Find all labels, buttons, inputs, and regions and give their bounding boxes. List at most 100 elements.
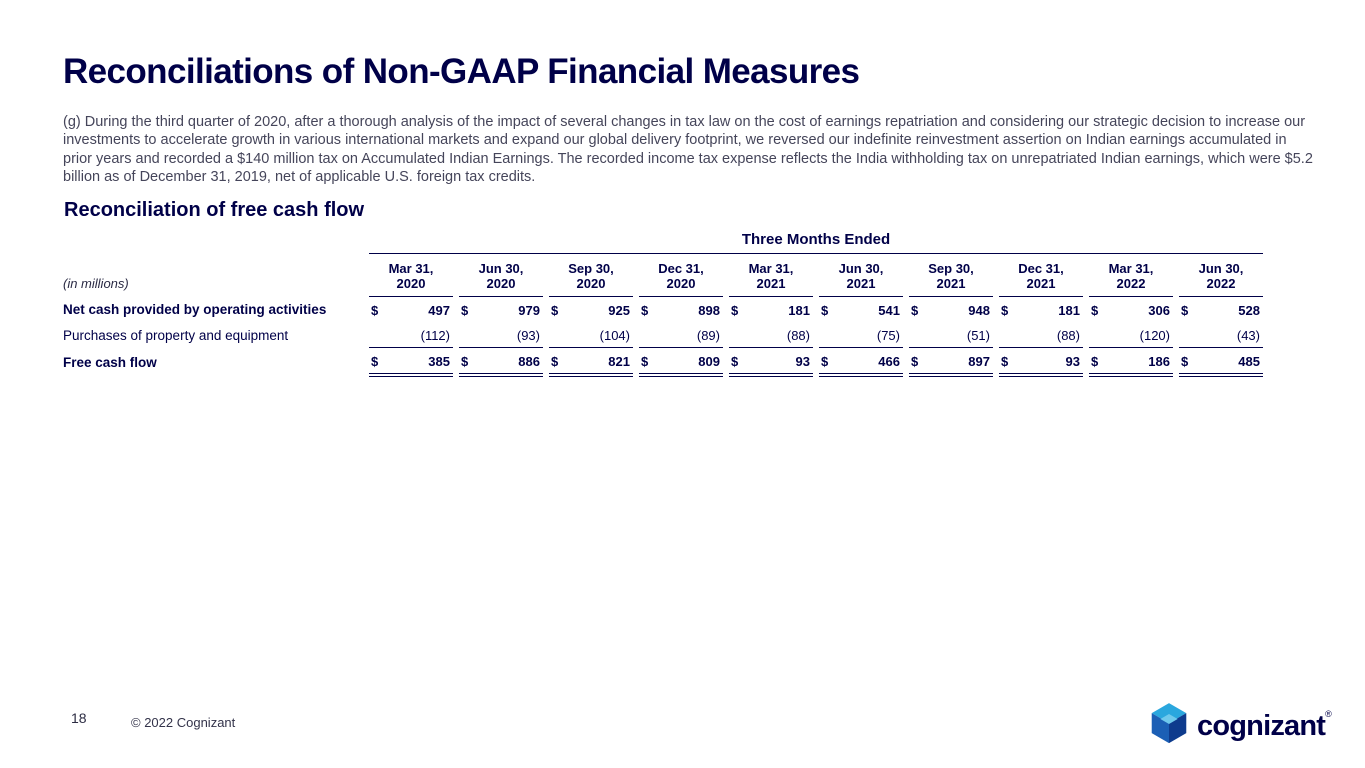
column-header-1: Jun 30, 2020 <box>459 254 543 297</box>
column-header-2: Sep 30, 2020 <box>549 254 633 297</box>
value: (120) <box>1139 328 1170 343</box>
value: 528 <box>1238 303 1260 318</box>
cognizant-logo-icon <box>1149 702 1189 751</box>
value-cell: $306 <box>1089 297 1173 322</box>
value: 925 <box>608 303 630 318</box>
column-header-9: Jun 30, 2022 <box>1179 254 1263 297</box>
table-corner-spacer <box>63 231 363 254</box>
value: 385 <box>428 354 450 369</box>
value-cell: $979 <box>459 297 543 322</box>
value: (89) <box>696 328 720 343</box>
currency-symbol: $ <box>1001 303 1009 318</box>
value: 897 <box>968 354 990 369</box>
value: (88) <box>786 328 810 343</box>
table-row-1: Purchases of property and equipment (112)… <box>63 322 1263 348</box>
value-cell: $528 <box>1179 297 1263 322</box>
column-header-0: Mar 31, 2020 <box>369 254 453 297</box>
value-cell: (88) <box>999 322 1083 348</box>
value-cell: (51) <box>909 322 993 348</box>
table-row-2: Free cash flow $385 $886 $821 $809 $93 $466 $89… <box>63 348 1263 377</box>
section-title: Reconciliation of free cash flow <box>64 199 365 221</box>
currency-symbol: $ <box>821 303 829 318</box>
value-cell: $186 <box>1089 348 1173 377</box>
value-cell: $898 <box>639 297 723 322</box>
value-cell: $497 <box>369 297 453 322</box>
value-cell: $385 <box>369 348 453 377</box>
column-header-8: Mar 31, 2022 <box>1089 254 1173 297</box>
value-cell: $809 <box>639 348 723 377</box>
column-header-7: Dec 31, 2021 <box>999 254 1083 297</box>
currency-symbol: $ <box>821 354 829 369</box>
column-header-5: Jun 30, 2021 <box>819 254 903 297</box>
value: (88) <box>1056 328 1080 343</box>
value: 898 <box>698 303 720 318</box>
value-cell: $948 <box>909 297 993 322</box>
value-cell: $821 <box>549 348 633 377</box>
value: (112) <box>420 328 450 343</box>
table-column-header-row: (in millions) Mar 31, 2020 Jun 30, 2020 Sep… <box>63 254 1263 297</box>
page-title: Reconciliations of Non-GAAP Financial Me… <box>63 52 860 91</box>
currency-symbol: $ <box>1091 354 1099 369</box>
value-cell: $93 <box>999 348 1083 377</box>
value: 181 <box>1058 303 1080 318</box>
copyright-text: © 2022 Cognizant <box>131 715 236 730</box>
table-row-0: Net cash provided by operating activitie… <box>63 297 1263 322</box>
value: (93) <box>516 328 540 343</box>
page-number: 18 <box>71 710 87 726</box>
value: 306 <box>1148 303 1170 318</box>
currency-symbol: $ <box>731 354 739 369</box>
value-cell: $485 <box>1179 348 1263 377</box>
currency-symbol: $ <box>371 303 379 318</box>
value: 466 <box>878 354 900 369</box>
column-header-3: Dec 31, 2020 <box>639 254 723 297</box>
value: 809 <box>698 354 720 369</box>
value-cell: $181 <box>729 297 813 322</box>
value: 181 <box>788 303 810 318</box>
value: 186 <box>1148 354 1170 369</box>
three-months-ended-header: Three Months Ended <box>369 231 1263 254</box>
value-cell: $886 <box>459 348 543 377</box>
cognizant-logo: cognizant® <box>1149 702 1332 751</box>
currency-symbol: $ <box>731 303 739 318</box>
value-cell: (88) <box>729 322 813 348</box>
value-cell: (89) <box>639 322 723 348</box>
currency-symbol: $ <box>911 354 919 369</box>
column-header-6: Sep 30, 2021 <box>909 254 993 297</box>
currency-symbol: $ <box>1181 354 1189 369</box>
cognizant-wordmark: cognizant® <box>1197 709 1332 742</box>
currency-symbol: $ <box>371 354 379 369</box>
currency-symbol: $ <box>641 354 649 369</box>
table-group-header-row: Three Months Ended <box>63 231 1263 254</box>
value-cell: $93 <box>729 348 813 377</box>
value-cell: (120) <box>1089 322 1173 348</box>
currency-symbol: $ <box>641 303 649 318</box>
registered-mark: ® <box>1325 709 1332 719</box>
value: 485 <box>1238 354 1260 369</box>
free-cash-flow-table: Three Months Ended (in millions) Mar 31, 2… <box>63 231 1263 377</box>
units-note: (in millions) <box>63 276 129 291</box>
value: (104) <box>599 328 630 343</box>
row-label: Free cash flow <box>63 355 157 370</box>
value: 948 <box>968 303 990 318</box>
row-label: Net cash provided by operating activitie… <box>63 302 327 317</box>
value: 979 <box>518 303 540 318</box>
row-label: Purchases of property and equipment <box>63 327 289 343</box>
value-cell: (93) <box>459 322 543 348</box>
currency-symbol: $ <box>1091 303 1099 318</box>
currency-symbol: $ <box>551 354 559 369</box>
value: 821 <box>608 354 630 369</box>
currency-symbol: $ <box>1181 303 1189 318</box>
value: (51) <box>966 328 990 343</box>
value-cell: $897 <box>909 348 993 377</box>
value: 93 <box>1065 354 1080 369</box>
value-cell: (112) <box>369 322 453 348</box>
value-cell: $466 <box>819 348 903 377</box>
footnote-paragraph: (g) During the third quarter of 2020, af… <box>63 114 1313 186</box>
currency-symbol: $ <box>1001 354 1009 369</box>
currency-symbol: $ <box>551 303 559 318</box>
value: (43) <box>1236 328 1260 343</box>
value-cell: (75) <box>819 322 903 348</box>
value-cell: (43) <box>1179 322 1263 348</box>
value: 541 <box>878 303 900 318</box>
currency-symbol: $ <box>911 303 919 318</box>
